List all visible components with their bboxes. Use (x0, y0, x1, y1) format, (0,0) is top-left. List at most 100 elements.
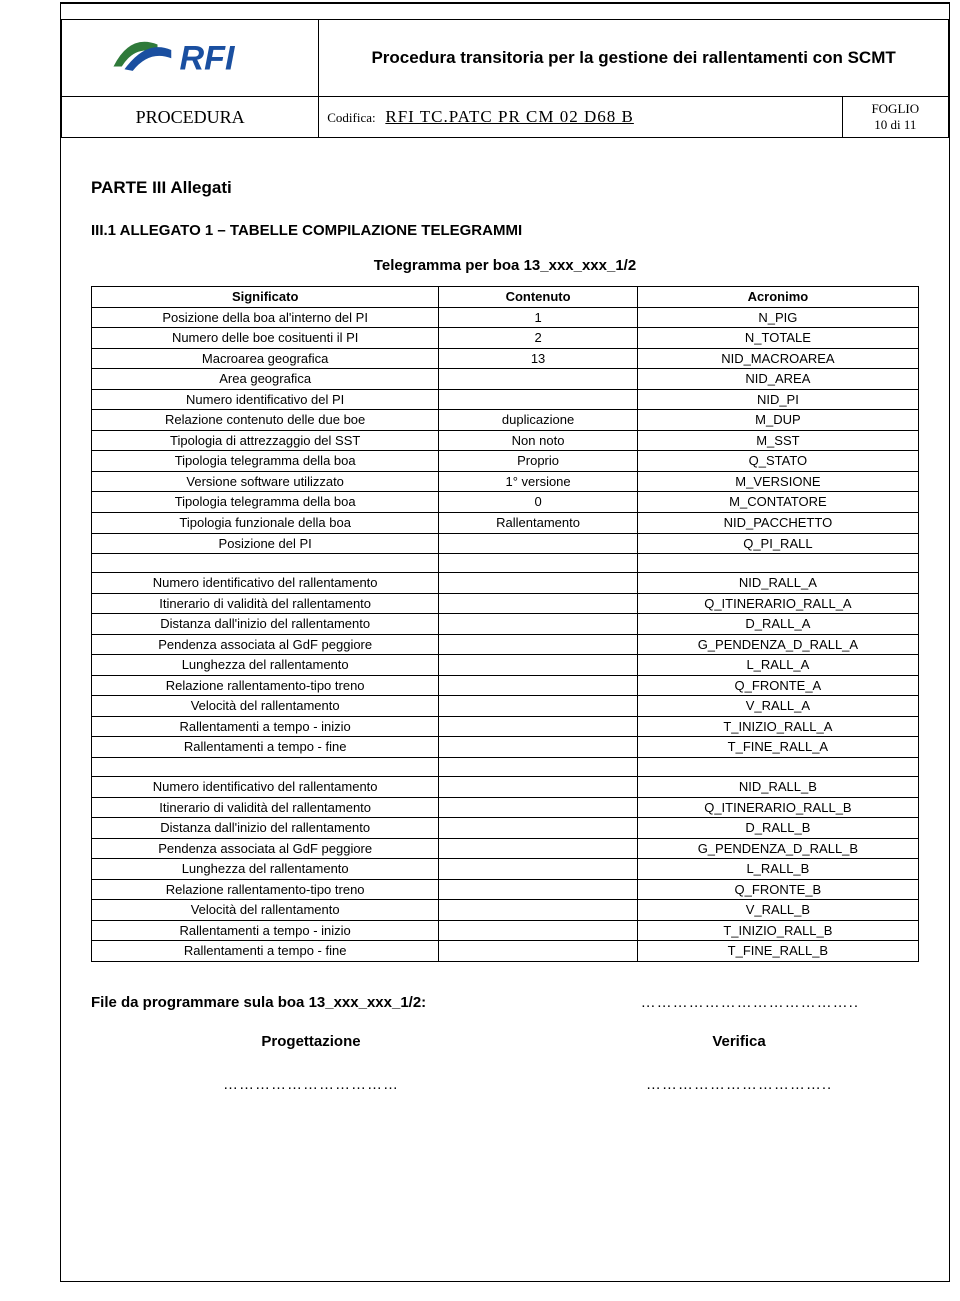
table-row: Posizione del PIQ_PI_RALL (92, 533, 919, 554)
table-cell: Numero identificativo del PI (92, 389, 439, 410)
table-cell: Velocità del rallentamento (92, 900, 439, 921)
table-cell: Q_ITINERARIO_RALL_A (637, 593, 918, 614)
table-cell: L_RALL_B (637, 859, 918, 880)
table-cell: Itinerario di validità del rallentamento (92, 593, 439, 614)
table-cell: Rallentamenti a tempo - fine (92, 737, 439, 758)
table-cell: T_INIZIO_RALL_B (637, 920, 918, 941)
foglio-cell: FOGLIO 10 di 11 (842, 97, 948, 138)
table-row: Tipologia funzionale della boaRallentame… (92, 513, 919, 534)
table-cell: Numero delle boe cosituenti il PI (92, 328, 439, 349)
table-row: Distanza dall'inizio del rallentamento D_… (92, 614, 919, 635)
table-cell: Itinerario di validità del rallentamento (92, 797, 439, 818)
svg-text:RFI: RFI (179, 39, 235, 77)
table-cell: Lunghezza del rallentamento (92, 859, 439, 880)
table-row: Tipologia telegramma della boa0M_CONTATO… (92, 492, 919, 513)
table-cell: Relazione rallentamento-tipo treno (92, 879, 439, 900)
verif-dots: …………………………….. (619, 1076, 859, 1093)
rfi-logo: RFI (108, 70, 273, 87)
table-cell: Q_STATO (637, 451, 918, 472)
table-cell: Q_ITINERARIO_RALL_B (637, 797, 918, 818)
table-cell (439, 716, 637, 737)
prog-label: Progettazione (191, 1033, 431, 1050)
table-cell: 0 (439, 492, 637, 513)
table-row: Rallentamenti a tempo - fine T_FINE_RALL_… (92, 941, 919, 962)
prog-dots: …………………………… (191, 1076, 431, 1093)
table-cell: V_RALL_A (637, 696, 918, 717)
table-cell (439, 920, 637, 941)
table-cell: Macroarea geografica (92, 348, 439, 369)
table-cell (439, 941, 637, 962)
section-heading: PARTE III Allegati (91, 178, 919, 198)
table-row: Numero identificativo del PI NID_PI (92, 389, 919, 410)
table-cell: N_TOTALE (637, 328, 918, 349)
table-cell: NID_RALL_B (637, 777, 918, 798)
table-cell (439, 369, 637, 390)
file-label: File da programmare sula boa 13_xxx_xxx_… (91, 994, 426, 1011)
table-cell: Posizione della boa al'interno del PI (92, 307, 439, 328)
page-frame: RFI Procedura transitoria per la gestion… (60, 2, 950, 1282)
table-row: Tipologia di attrezzaggio del SSTNon not… (92, 430, 919, 451)
table-cell (439, 675, 637, 696)
table-cell: NID_AREA (637, 369, 918, 390)
table-row: Pendenza associata al GdF peggioreG_PEND… (92, 838, 919, 859)
col-acronimo: Acronimo (637, 287, 918, 308)
table-cell: D_RALL_A (637, 614, 918, 635)
table-cell: Rallentamenti a tempo - inizio (92, 716, 439, 737)
table-cell: G_PENDENZA_D_RALL_A (637, 634, 918, 655)
content-area: PARTE III Allegati III.1 ALLEGATO 1 – TA… (61, 138, 949, 1113)
top-rule (61, 3, 949, 19)
table-cell: NID_PI (637, 389, 918, 410)
table-cell: M_DUP (637, 410, 918, 431)
table-cell: Lunghezza del rallentamento (92, 655, 439, 676)
subsection-heading: III.1 ALLEGATO 1 – TABELLE COMPILAZIONE … (91, 222, 919, 239)
table-cell: Rallentamenti a tempo - fine (92, 941, 439, 962)
table-cell (439, 879, 637, 900)
table-cell (439, 614, 637, 635)
table-cell: T_FINE_RALL_A (637, 737, 918, 758)
table-cell (439, 655, 637, 676)
sign-verifica: Verifica …………………………….. (619, 1033, 859, 1093)
table-cell (439, 573, 637, 594)
logo-cell: RFI (62, 20, 319, 97)
table-row: Numero identificativo del rallentamentoN… (92, 573, 919, 594)
table-row: Numero identificativo del rallentamento N… (92, 777, 919, 798)
table-cell: M_VERSIONE (637, 471, 918, 492)
table-row: Macroarea geografica13NID_MACROAREA (92, 348, 919, 369)
table-cell: Relazione rallentamento-tipo treno (92, 675, 439, 696)
table-row: Posizione della boa al'interno del PI1N_… (92, 307, 919, 328)
table-row: Pendenza associata al GdF peggioreG_PEND… (92, 634, 919, 655)
table-cell: Area geografica (92, 369, 439, 390)
procedura-label: PROCEDURA (62, 97, 319, 138)
table-row: Velocità del rallentamentoV_RALL_B (92, 900, 919, 921)
table-row: Velocità del rallentamento V_RALL_A (92, 696, 919, 717)
table-row: Numero delle boe cosituenti il PI2N_TOTA… (92, 328, 919, 349)
table-cell (439, 777, 637, 798)
table-cell: Tipologia di attrezzaggio del SST (92, 430, 439, 451)
table-row: Relazione contenuto delle due boeduplica… (92, 410, 919, 431)
header-table: RFI Procedura transitoria per la gestion… (61, 19, 949, 138)
table-cell: NID_PACCHETTO (637, 513, 918, 534)
table-row: Tipologia telegramma della boaProprioQ_S… (92, 451, 919, 472)
table-cell: Tipologia telegramma della boa (92, 451, 439, 472)
table-cell: D_RALL_B (637, 818, 918, 839)
file-footer: File da programmare sula boa 13_xxx_xxx_… (91, 994, 919, 1011)
table-cell (439, 859, 637, 880)
table-row: Lunghezza del rallentamentoL_RALL_A (92, 655, 919, 676)
spacer-row (92, 554, 919, 573)
table-row: Itinerario di validità del rallentamento… (92, 797, 919, 818)
verif-label: Verifica (619, 1033, 859, 1050)
table-cell: 1 (439, 307, 637, 328)
table-cell: Distanza dall'inizio del rallentamento (92, 614, 439, 635)
col-significato: Significato (92, 287, 439, 308)
table-cell: Posizione del PI (92, 533, 439, 554)
table-cell: T_FINE_RALL_B (637, 941, 918, 962)
table-cell: Velocità del rallentamento (92, 696, 439, 717)
table-cell: N_PIG (637, 307, 918, 328)
table-cell: 13 (439, 348, 637, 369)
telegram-heading: Telegramma per boa 13_xxx_xxx_1/2 (91, 257, 919, 274)
table-row: Versione software utilizzato1° versioneM… (92, 471, 919, 492)
table-cell: Numero identificativo del rallentamento (92, 777, 439, 798)
table-row: Rallentamenti a tempo - fine T_FINE_RALL_… (92, 737, 919, 758)
table-cell (439, 533, 637, 554)
table-cell: 1° versione (439, 471, 637, 492)
